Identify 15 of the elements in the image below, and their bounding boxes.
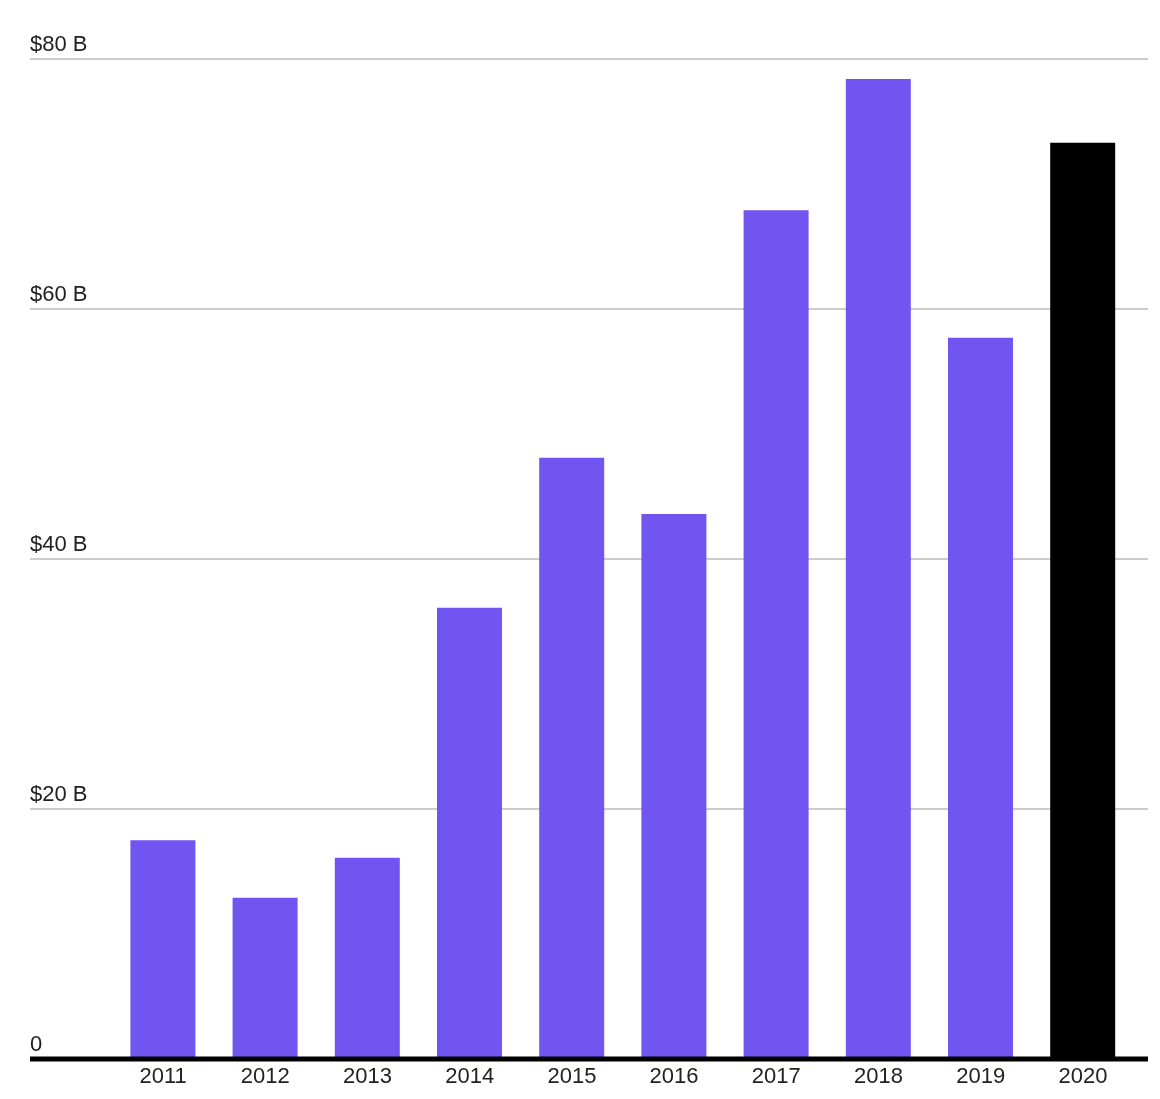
x-tick-label: 2019	[956, 1062, 1006, 1088]
y-tick-label: $40 B	[30, 531, 88, 556]
x-tick-label: 2015	[547, 1062, 597, 1088]
x-tick-label: 2020	[1058, 1062, 1108, 1088]
x-tick-label: 2016	[649, 1062, 699, 1088]
y-tick-label: 0	[30, 1031, 43, 1056]
y-tick-label: $60 B	[30, 281, 88, 306]
y-tick-label: $80 B	[30, 31, 88, 56]
x-tick-label: 2014	[445, 1062, 495, 1088]
x-tick-label: 2017	[751, 1062, 801, 1088]
x-tick-label: 2013	[343, 1062, 392, 1088]
y-tick-label: $20 B	[30, 781, 88, 806]
x-tick-label: 2018	[854, 1062, 903, 1088]
x-tick-label: 2011	[139, 1062, 187, 1088]
x-tick-label: 2012	[240, 1062, 290, 1088]
